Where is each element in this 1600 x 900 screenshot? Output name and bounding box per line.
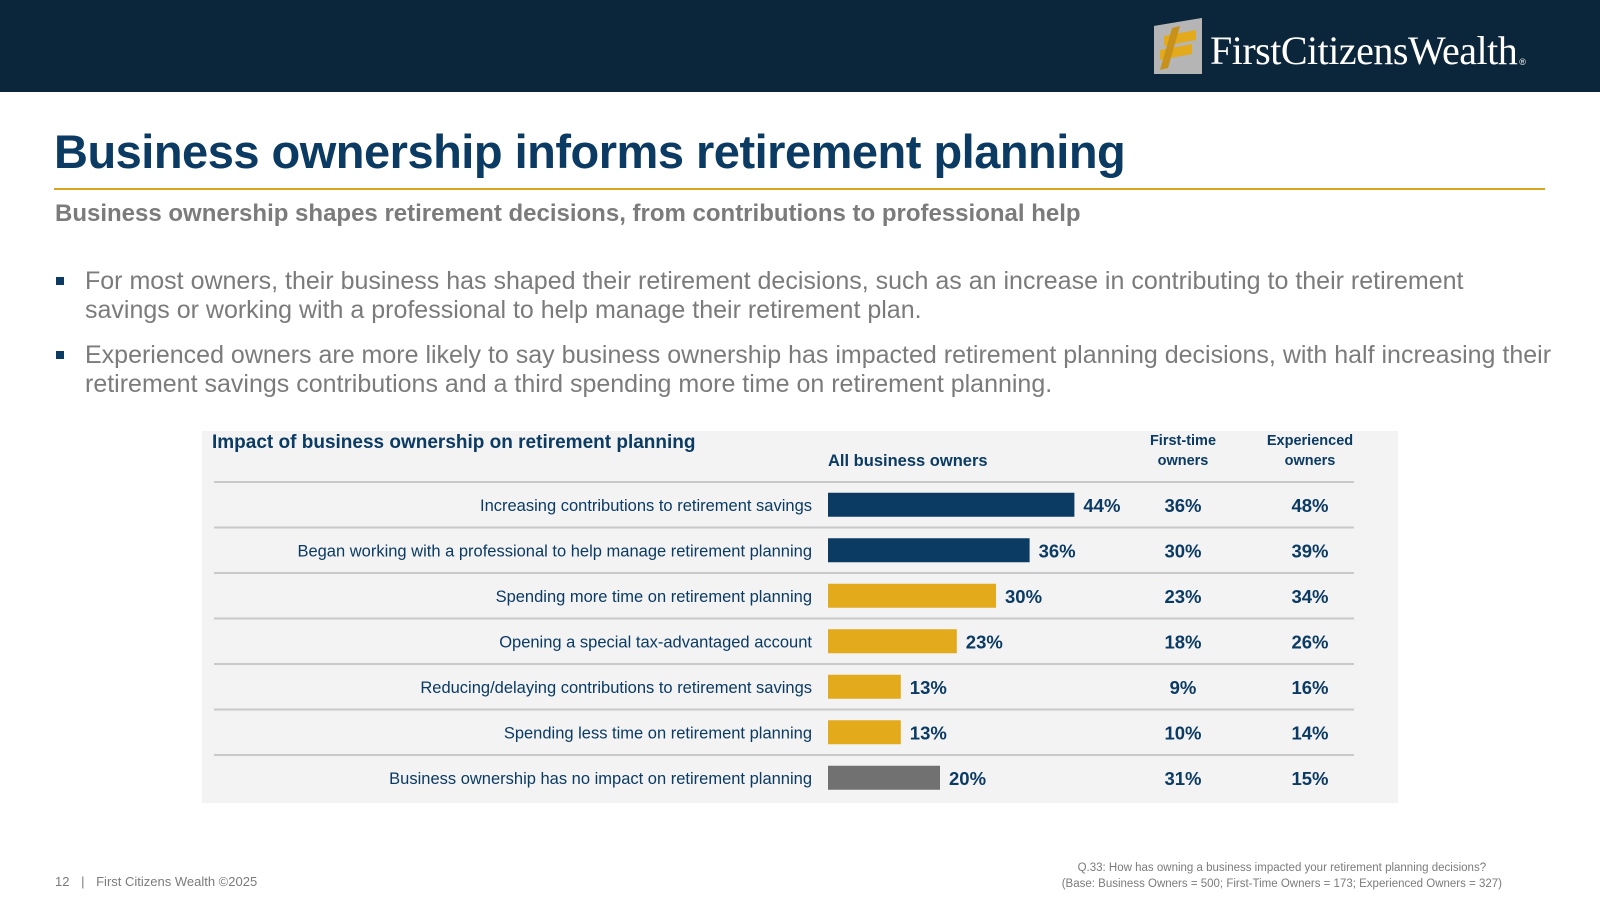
table-cell: 26%: [1291, 631, 1328, 652]
category-label: Reducing/delaying contributions to retir…: [420, 679, 812, 697]
bullet-item: Experienced owners are more likely to sa…: [55, 341, 1555, 399]
table-cell: 16%: [1291, 677, 1328, 698]
bar-data-label: 13%: [910, 722, 947, 743]
bar-data-label: 36%: [1039, 540, 1076, 561]
footer-left: 12 | First Citizens Wealth ©2025: [55, 874, 257, 889]
base-note: (Base: Business Owners = 500; First-Time…: [1061, 878, 1502, 890]
table-cell: 36%: [1164, 495, 1201, 516]
bar: [828, 629, 957, 654]
column-header-line2: owners: [1285, 453, 1336, 469]
table-cell: 15%: [1291, 768, 1328, 789]
bar: [828, 674, 901, 699]
table-cell: 39%: [1291, 540, 1328, 561]
question-note: Q.33: How has owning a business impacted…: [1077, 862, 1487, 874]
table-cell: 14%: [1291, 722, 1328, 743]
brand-logo[interactable]: FirstCitizensWealth ®: [1152, 18, 1526, 74]
bar-data-label: 30%: [1005, 586, 1042, 607]
bar-data-label: 23%: [966, 631, 1003, 652]
chart-title: Impact of business ownership on retireme…: [212, 432, 696, 453]
footnote: Q.33: How has owning a business impacted…: [1062, 860, 1502, 892]
bullet-item: For most owners, their business has shap…: [55, 267, 1555, 325]
category-label: Spending more time on retirement plannin…: [496, 588, 812, 606]
category-label: Began working with a professional to hel…: [297, 542, 812, 560]
page-subtitle: Business ownership shapes retirement dec…: [55, 200, 1081, 227]
column-header-line2: owners: [1158, 453, 1209, 469]
brand-name: FirstCitizensWealth: [1210, 27, 1518, 73]
category-label: Spending less time on retirement plannin…: [504, 724, 812, 742]
table-cell: 30%: [1164, 540, 1201, 561]
copyright: First Citizens Wealth ©2025: [96, 874, 258, 889]
footer-separator: |: [81, 874, 85, 889]
table-cell: 48%: [1291, 495, 1328, 516]
square-bullet-icon: [56, 351, 64, 359]
bar-series-header: All business owners: [828, 452, 988, 470]
title-divider: [54, 188, 1545, 190]
category-label: Opening a special tax-advantaged account: [499, 633, 812, 651]
bar-data-label: 20%: [949, 768, 986, 789]
table-cell: 9%: [1170, 677, 1197, 698]
category-label: Business ownership has no impact on reti…: [389, 770, 812, 788]
column-header-line1: First-time: [1150, 433, 1216, 449]
bar-data-label: 13%: [910, 677, 947, 698]
top-banner: FirstCitizensWealth ®: [0, 0, 1600, 92]
chart: Impact of business ownership on retireme…: [212, 432, 1354, 790]
table-cell: 10%: [1164, 722, 1201, 743]
table-cell: 18%: [1164, 631, 1201, 652]
bar: [828, 720, 901, 745]
bar: [828, 583, 996, 608]
bullet-text: Experienced owners are more likely to sa…: [85, 341, 1552, 398]
bar: [828, 492, 1075, 517]
brand-logo-icon: [1154, 18, 1202, 74]
bullet-list: For most owners, their business has shap…: [55, 267, 1555, 415]
page-number: 12: [55, 874, 70, 889]
registered-mark: ®: [1519, 57, 1526, 67]
table-cell: 34%: [1291, 586, 1328, 607]
page-title: Business ownership informs retirement pl…: [54, 125, 1126, 178]
bullet-text: For most owners, their business has shap…: [85, 267, 1464, 324]
bar: [828, 765, 940, 790]
table-cell: 31%: [1164, 768, 1201, 789]
category-label: Increasing contributions to retirement s…: [480, 497, 812, 515]
bar: [828, 538, 1030, 563]
chart-panel: Impact of business ownership on retireme…: [202, 431, 1398, 803]
column-header-line1: Experienced: [1267, 433, 1353, 449]
table-cell: 23%: [1164, 586, 1201, 607]
bar-data-label: 44%: [1083, 495, 1120, 516]
square-bullet-icon: [56, 277, 64, 285]
